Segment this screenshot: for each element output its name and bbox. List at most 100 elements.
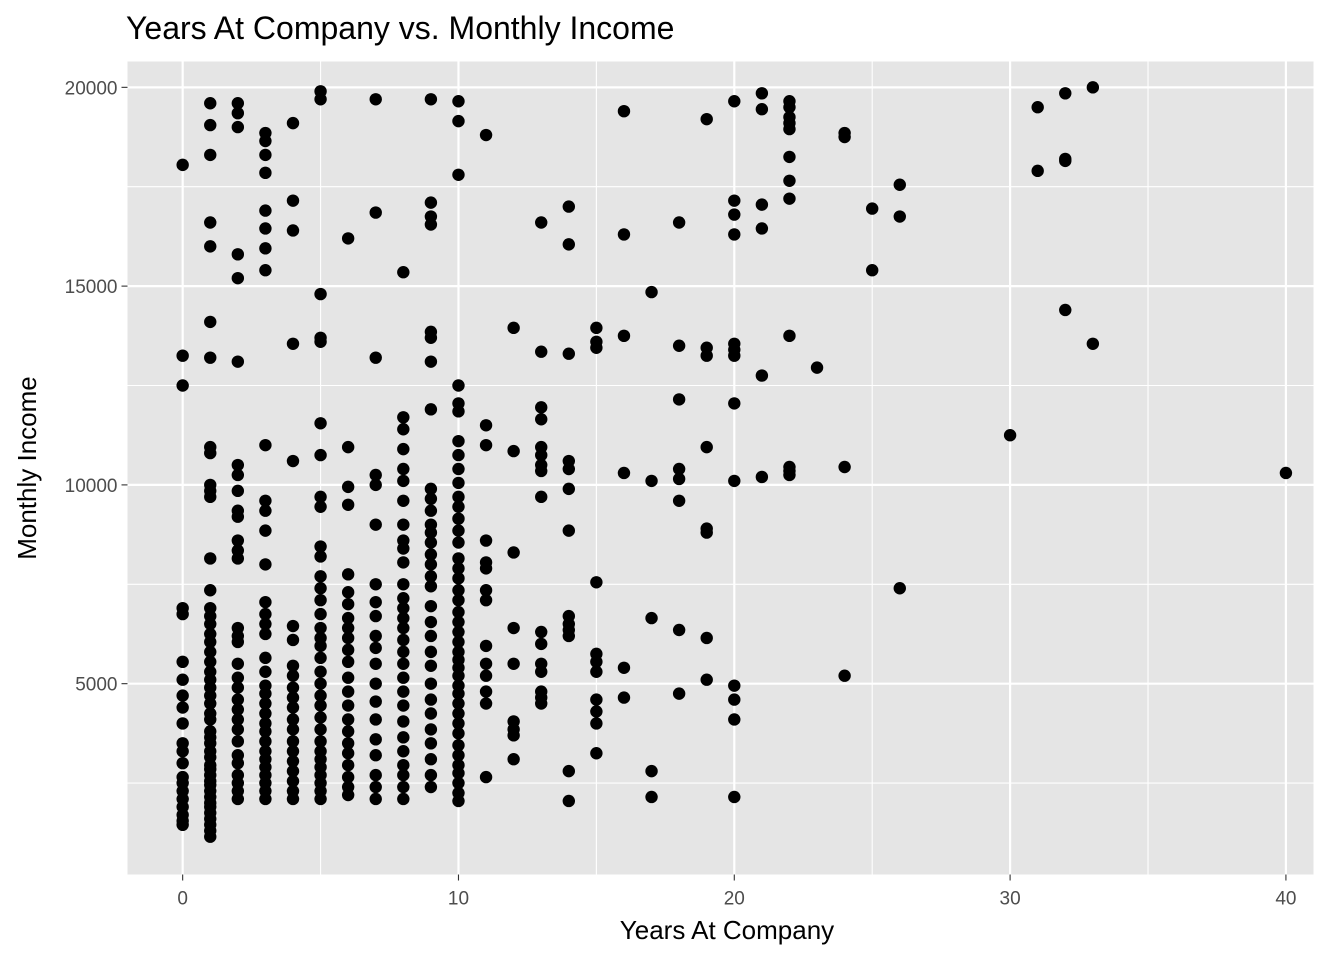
scatter-point: [176, 349, 189, 362]
scatter-point: [865, 264, 879, 277]
scatter-point: [452, 749, 465, 762]
scatter-point: [728, 194, 741, 207]
scatter-point: [341, 631, 355, 645]
scatter-point: [204, 440, 217, 454]
scatter-point: [672, 494, 686, 507]
scatter-point: [562, 609, 576, 623]
scatter-point: [397, 423, 410, 436]
scatter-point: [728, 95, 741, 108]
scatter-point: [341, 232, 355, 245]
scatter-point: [369, 478, 382, 492]
scatter-point: [424, 548, 438, 561]
scatter-point: [204, 552, 217, 565]
scatter-point: [314, 550, 327, 563]
x-tick-label: 40: [1275, 889, 1296, 910]
scatter-point: [755, 222, 769, 235]
scatter-point: [369, 595, 382, 609]
scatter-point: [176, 655, 189, 669]
scatter-point: [590, 665, 603, 678]
scatter-point: [231, 657, 245, 670]
scatter-point: [424, 693, 438, 706]
scatter-point: [424, 737, 438, 750]
scatter-point: [231, 713, 245, 726]
scatter-point: [452, 552, 465, 565]
scatter-point: [286, 713, 300, 726]
scatter-point: [397, 266, 410, 279]
scatter-point: [369, 206, 382, 219]
scatter-point: [452, 593, 465, 607]
scatter-point: [231, 468, 245, 482]
scatter-point: [397, 462, 410, 476]
scatter-point: [286, 454, 300, 468]
scatter-point: [452, 679, 465, 692]
scatter-point: [452, 168, 465, 182]
scatter-point: [231, 621, 245, 635]
scatter-point: [231, 749, 245, 762]
scatter-point: [176, 601, 189, 615]
scatter-point: [369, 695, 382, 708]
x-tick-label: 30: [1000, 889, 1021, 910]
scatter-point: [728, 474, 741, 488]
scatter-point: [341, 568, 355, 581]
scatter-point: [479, 128, 493, 142]
scatter-point: [369, 609, 382, 623]
scatter-point: [397, 699, 410, 712]
scatter-point: [672, 462, 686, 476]
scatter-point: [617, 104, 631, 118]
scatter-point: [562, 200, 576, 213]
scatter-point: [507, 715, 520, 728]
scatter-point: [507, 621, 520, 635]
scatter-point: [341, 737, 355, 750]
scatter-point: [369, 657, 382, 670]
scatter-point: [424, 482, 438, 496]
scatter-point: [424, 325, 438, 339]
scatter-point: [259, 717, 272, 730]
scatter-point: [590, 647, 603, 661]
scatter-point: [314, 331, 327, 345]
scatter-point: [645, 611, 658, 625]
scatter-point: [452, 625, 465, 639]
scatter-point: [369, 641, 382, 655]
scatter-point: [700, 522, 713, 535]
scatter-point: [397, 792, 410, 806]
scatter-point: [452, 114, 465, 128]
scatter-point: [259, 617, 272, 631]
scatter-point: [176, 158, 189, 172]
scatter-point: [397, 715, 410, 728]
scatter-point: [369, 93, 382, 106]
scatter-point: [231, 97, 245, 110]
scatter-point: [259, 438, 272, 452]
scatter-point: [314, 607, 327, 621]
scatter-point: [865, 202, 879, 215]
scatter-point: [341, 713, 355, 726]
scatter-point: [590, 747, 603, 760]
scatter-point: [259, 651, 272, 665]
y-axis-ticks: 5000 10000 15000 20000: [65, 78, 128, 696]
scatter-point: [259, 679, 272, 692]
scatter-point: [479, 657, 493, 670]
scatter-point: [617, 691, 631, 704]
scatter-point: [783, 192, 796, 205]
scatter-point: [397, 621, 410, 635]
scatter-point: [231, 106, 245, 120]
scatter-point: [259, 745, 272, 758]
scatter-point: [590, 705, 603, 718]
scatter-point: [231, 681, 245, 694]
scatter-point: [479, 438, 493, 452]
scatter-point: [286, 619, 300, 633]
scatter-point: [700, 440, 713, 454]
scatter-point: [755, 198, 769, 211]
scatter-point: [231, 458, 245, 472]
scatter-point: [645, 474, 658, 488]
scatter-point: [452, 397, 465, 410]
y-tick-label: 5000: [75, 675, 117, 696]
scatter-point: [341, 758, 355, 772]
scatter-point: [507, 753, 520, 766]
scatter-point: [176, 379, 189, 392]
scatter-point: [424, 780, 438, 794]
scatter-point: [259, 148, 272, 162]
scatter-point: [645, 790, 658, 804]
scatter-point: [590, 717, 603, 730]
scatter-point: [397, 494, 410, 507]
